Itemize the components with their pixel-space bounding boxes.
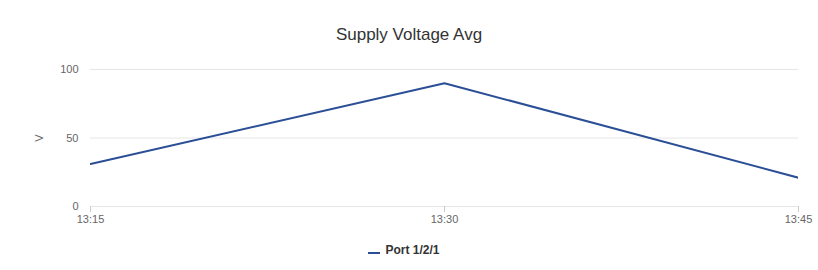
- svg-text:13:30: 13:30: [431, 213, 459, 225]
- svg-text:50: 50: [66, 132, 78, 144]
- html-text:Port 1/2/1: Port 1/2/1: [385, 243, 440, 257]
- svg-text:13:45: 13:45: [785, 213, 813, 225]
- svg-text:0: 0: [72, 200, 78, 212]
- svg-text:100: 100: [60, 63, 78, 75]
- svg-text:V: V: [33, 134, 45, 142]
- html-text:Supply Voltage Avg: Supply Voltage Avg: [335, 25, 483, 44]
- svg-text:13:15: 13:15: [77, 213, 105, 225]
